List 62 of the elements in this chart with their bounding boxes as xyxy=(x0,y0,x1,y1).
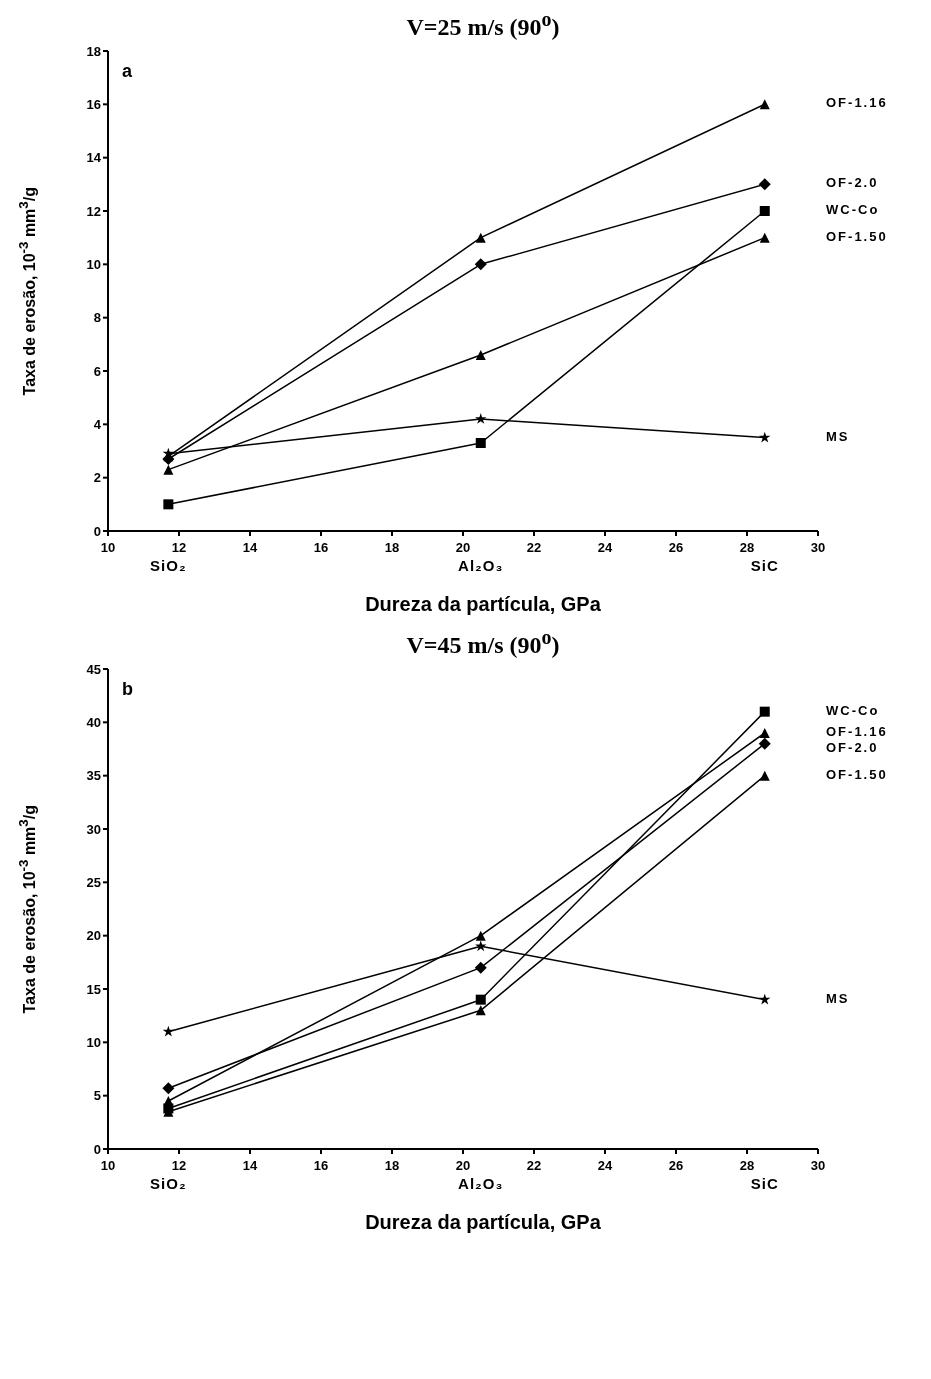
text: OF-1.50 xyxy=(826,766,888,782)
y-tick-label: 20 xyxy=(86,928,101,944)
chart-title: V=25 m/s (90$^{o}$) xyxy=(405,8,561,41)
x-tick-label: 30 xyxy=(810,1158,826,1173)
annotation: b xyxy=(122,679,133,700)
y-tick-label: 10 xyxy=(86,256,101,272)
text: Al₂O₃ xyxy=(457,1175,505,1192)
text: OF-1.16 xyxy=(826,724,888,739)
y-tick-label: 10 xyxy=(86,1034,101,1050)
text: OF-1.16 xyxy=(826,95,888,111)
x-tick-label: 16 xyxy=(313,540,329,555)
text: SiC xyxy=(749,557,780,574)
x-tick-label: 20 xyxy=(455,1158,471,1173)
y-tick-label: 25 xyxy=(86,874,101,890)
y-tick-label: 18 xyxy=(86,43,101,59)
x-tick-label: 12 xyxy=(171,540,187,555)
text: SiO₂ xyxy=(149,557,188,574)
y-tick-label: 14 xyxy=(86,150,102,166)
x-tick-label: 20 xyxy=(455,540,471,555)
text: SiC xyxy=(749,1175,780,1192)
y-tick-label: 12 xyxy=(86,203,101,219)
y-tick-label: 0 xyxy=(93,1141,101,1157)
x-tick-label: 12 xyxy=(171,1158,187,1173)
text: MS xyxy=(826,428,850,444)
x-axis-title: Dureza da partícula, GPa xyxy=(364,1211,602,1234)
y-tick-label: 6 xyxy=(93,363,101,379)
x-tick-label: 26 xyxy=(668,1158,684,1173)
y-tick-label: 40 xyxy=(86,714,101,730)
y-tick-label: 35 xyxy=(86,768,101,784)
x-tick-label: 14 xyxy=(242,540,258,555)
y-tick-label: 5 xyxy=(93,1088,101,1104)
y-tick-label: 8 xyxy=(93,310,101,326)
text: OF-1.50 xyxy=(826,228,888,244)
text: OF-2.0 xyxy=(826,175,879,191)
y-tick-label: 2 xyxy=(93,470,101,486)
x-axis-title: Dureza da partícula, GPa xyxy=(364,593,602,616)
y-tick-label: 4 xyxy=(93,416,102,432)
x-tick-label: 22 xyxy=(526,1158,542,1173)
text: OF-2.0 xyxy=(826,740,879,755)
text: MS xyxy=(826,990,850,1006)
text: SiO₂ xyxy=(149,1175,188,1192)
y-tick-label: 45 xyxy=(86,661,101,677)
x-tick-label: 28 xyxy=(739,1158,755,1173)
x-tick-label: 18 xyxy=(384,540,400,555)
x-tick-label: 16 xyxy=(313,1158,329,1173)
x-tick-label: 26 xyxy=(668,540,684,555)
text: WC-Co xyxy=(826,202,880,217)
x-tick-label: 18 xyxy=(384,1158,400,1173)
x-tick-label: 30 xyxy=(810,540,826,555)
x-tick-label: 24 xyxy=(597,1158,613,1173)
x-tick-label: 14 xyxy=(242,1158,258,1173)
y-tick-label: 0 xyxy=(93,523,101,539)
text: WC-Co xyxy=(826,702,880,718)
y-tick-label: 15 xyxy=(86,981,101,997)
x-tick-label: 28 xyxy=(739,540,755,555)
x-tick-label: 24 xyxy=(597,540,613,555)
y-tick-label: 16 xyxy=(86,96,101,112)
text: Al₂O₃ xyxy=(457,557,505,574)
annotation: a xyxy=(122,61,133,82)
x-tick-label: 22 xyxy=(526,540,542,555)
y-tick-label: 30 xyxy=(86,821,101,837)
chart-title: V=45 m/s (90$^{o}$) xyxy=(405,626,561,659)
